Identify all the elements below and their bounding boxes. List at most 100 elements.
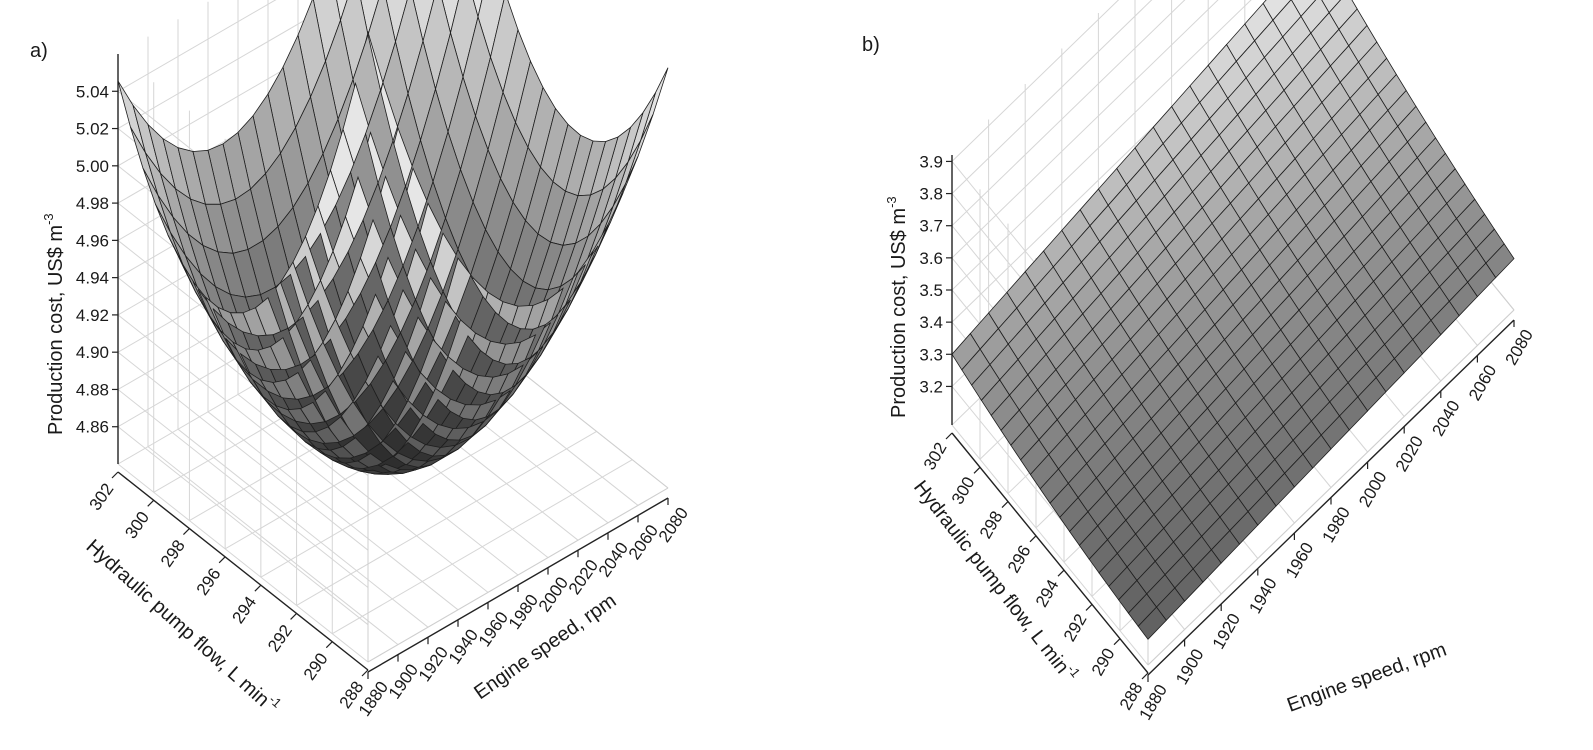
speed-tick-label: 1940 (1245, 575, 1280, 617)
flow-tick-label: 302 (920, 439, 951, 473)
surface-patch (640, 67, 669, 142)
speed-tick-label: 1920 (415, 643, 452, 685)
surface-patch (1137, 606, 1167, 640)
flow-axis-line (117, 471, 369, 671)
flow-tick (325, 641, 333, 649)
chart-a-panel-label: a) (30, 40, 48, 62)
z-tick-label: 3.9 (919, 152, 943, 171)
flow-tick (1001, 501, 1009, 508)
z-tick-label: 4.88 (76, 380, 109, 399)
flow-tick-label: 294 (1032, 576, 1063, 610)
chart-a: 4.86 4.88 4.90 4.92 4.94 4.96 4.98 5.00 5.02 5.04… (30, 0, 692, 720)
gridline (207, 411, 459, 611)
frame-edge (1147, 309, 1515, 666)
gridline (237, 394, 489, 593)
flow-tick (1057, 569, 1065, 577)
z-tick-label: 3.5 (919, 281, 943, 300)
flow-tick-label: 296 (193, 565, 225, 599)
flow-tick (973, 466, 981, 474)
z-tick-label: 4.90 (76, 343, 109, 362)
chart-b-z-tick-labels: 3.2 3.3 3.4 3.5 3.6 3.7 3.8 3.9 (919, 152, 943, 396)
speed-tick-label: 2000 (535, 574, 572, 616)
speed-tick-label: 1920 (1209, 610, 1244, 652)
chart-a-flow-axis-title: Hydraulic pump flow, L min-1 (82, 532, 285, 718)
flow-tick-label: 300 (121, 508, 153, 542)
surface-patch (336, 0, 348, 22)
flow-tick-label: 298 (976, 508, 1007, 542)
chart-b: 3.2 3.3 3.4 3.5 3.6 3.7 3.8 3.9 302300298296294… (862, 0, 1537, 723)
speed-tick-label: 1960 (1282, 539, 1317, 581)
speed-tick-label: 2080 (1502, 326, 1537, 368)
flow-tick (111, 471, 119, 479)
z-tick-label: 3.3 (919, 345, 943, 364)
flow-tick (945, 432, 953, 440)
z-tick-label: 4.96 (76, 231, 109, 250)
z-tick-label: 4.98 (76, 194, 109, 213)
flow-tick (254, 584, 262, 592)
flow-tick-label: 302 (86, 480, 118, 514)
gridline (117, 463, 369, 663)
chart-a-surface (117, 0, 669, 475)
speed-tick-label: 1980 (505, 591, 542, 633)
chart-b-surface (951, 0, 1515, 640)
chart-a-speed-tick-labels: 1880190019201940196019802000202020402060… (355, 504, 692, 720)
flow-tick-label: 298 (157, 536, 189, 570)
speed-tick-label: 1900 (1172, 646, 1207, 688)
z-tick-label: 3.2 (919, 377, 943, 396)
speed-tick-label: 1900 (385, 661, 422, 703)
flow-tick (290, 613, 297, 620)
z-tick-label: 3.6 (919, 249, 943, 268)
speed-tick-label: 2020 (1392, 433, 1427, 475)
chart-b-z-axis-title: Production cost, US$ m-3 (884, 196, 910, 418)
chart-a-z-tick-labels: 4.86 4.88 4.90 4.92 4.94 4.96 4.98 5.00 5.02 5.04 (76, 82, 109, 436)
chart-a-z-axis-title: Production cost, US$ m-3 (41, 213, 67, 435)
speed-tick-label: 1960 (475, 608, 512, 650)
surface-patch (375, 471, 404, 475)
flow-tick (1085, 604, 1093, 611)
chart-b-axes (945, 155, 1515, 682)
speed-tick-label: 2020 (565, 556, 602, 598)
gridline (332, 459, 633, 635)
gridline (296, 430, 597, 606)
flow-tick-label: 300 (948, 473, 979, 507)
z-tick-label: 4.86 (76, 418, 109, 437)
speed-tick-label: 2000 (1355, 468, 1390, 510)
speed-tick-label: 1980 (1319, 504, 1354, 546)
flow-axis-line (951, 432, 1149, 674)
flow-tick-label: 294 (228, 593, 260, 627)
flow-tick (147, 499, 155, 507)
speed-tick-label: 2040 (595, 539, 632, 581)
flow-tick (1029, 535, 1037, 543)
chart-a-axes (111, 54, 669, 679)
chart-b-panel-label: b) (862, 34, 880, 56)
chart-b-speed-axis-title: Engine speed, rpm (1284, 639, 1449, 717)
flow-tick-label: 292 (1060, 611, 1091, 645)
z-tick-label: 5.00 (76, 157, 109, 176)
gridline (147, 446, 399, 645)
speed-tick-label: 2040 (1428, 397, 1463, 439)
flow-tick (1141, 672, 1149, 680)
flow-tick-label: 296 (1004, 542, 1035, 576)
gridline (177, 428, 429, 628)
speed-tick-label: 2060 (625, 521, 662, 563)
z-tick-label: 4.94 (76, 269, 109, 288)
z-tick-label: 5.02 (76, 120, 109, 139)
gridline (951, 424, 1149, 666)
flow-tick (361, 669, 369, 677)
z-tick-label: 3.7 (919, 217, 943, 236)
z-tick-label: 3.8 (919, 185, 943, 204)
speed-tick-label: 1940 (445, 626, 482, 668)
z-tick-label: 4.92 (76, 306, 109, 325)
flow-tick (183, 528, 190, 535)
flow-tick (1113, 638, 1121, 646)
flow-tick-label: 292 (264, 621, 296, 655)
frame-edge (367, 487, 669, 663)
z-tick-label: 5.04 (76, 82, 109, 101)
gridline (260, 402, 562, 578)
z-tick-label: 3.4 (919, 313, 943, 332)
speed-tick-label: 2080 (655, 504, 692, 546)
speed-tick-label: 2060 (1465, 362, 1500, 404)
flow-tick-label: 290 (300, 649, 332, 683)
flow-tick (218, 556, 226, 564)
